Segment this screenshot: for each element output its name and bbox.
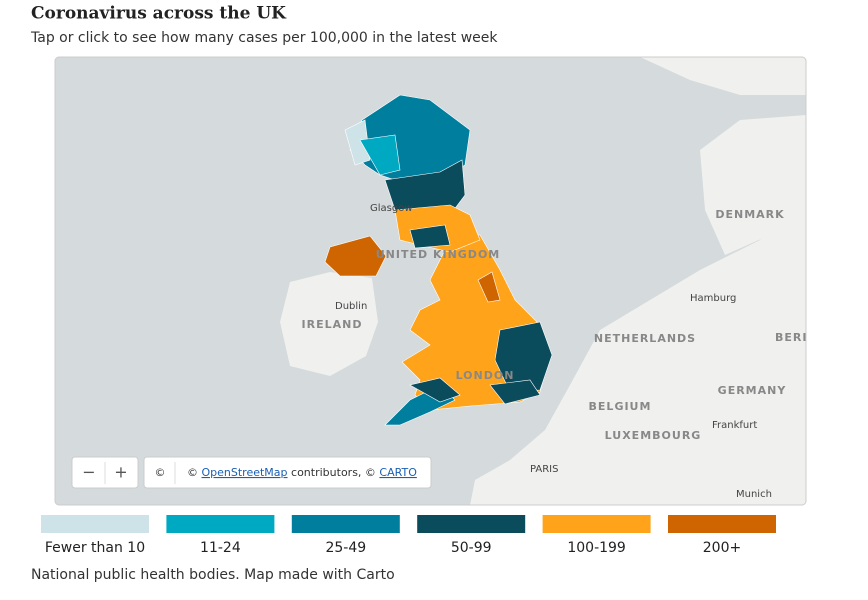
legend-swatch (41, 515, 149, 533)
zoom-out[interactable]: − (82, 463, 95, 482)
map-label: IRELAND (302, 318, 363, 331)
region[interactable] (489, 379, 541, 405)
legend-swatch (166, 515, 275, 533)
osm-link[interactable]: OpenStreetMap (202, 466, 288, 479)
map-label: UNITED KINGDOM (376, 248, 501, 261)
map-label: DENMARK (715, 208, 784, 221)
legend-label: 100-199 (567, 540, 626, 556)
map-label: BERLI (775, 331, 815, 344)
carto-link[interactable]: CARTO (379, 466, 417, 479)
info-button[interactable]: © (155, 466, 166, 479)
region[interactable] (409, 224, 451, 249)
attribution-part: © (187, 466, 198, 479)
title: Coronavirus across the UK (31, 4, 287, 24)
map-label: LONDON (456, 369, 515, 382)
region[interactable] (344, 119, 371, 166)
ireland (280, 272, 378, 376)
attribution-box (143, 456, 432, 489)
region[interactable] (477, 271, 501, 303)
legend-label: 200+ (703, 540, 741, 556)
map-label: Munich (736, 489, 772, 500)
subtitle: Tap or click to see how many cases per 1… (30, 30, 498, 46)
region[interactable] (409, 377, 461, 403)
legend-label: 11-24 (200, 540, 241, 556)
land (640, 57, 806, 95)
legend-label: 25-49 (325, 540, 366, 556)
legend-label: 50-99 (451, 540, 492, 556)
regions[interactable] (324, 94, 553, 426)
map-label: BELGIUM (589, 400, 652, 413)
legend-swatch (668, 515, 776, 533)
attribution: © OpenStreetMap contributors, © CARTO (187, 466, 417, 479)
legend: Fewer than 10 11-24 25-49 50-99 100-199 200+ (41, 515, 776, 556)
legend-label: Fewer than 10 (45, 540, 145, 556)
region[interactable] (324, 235, 387, 277)
land (700, 115, 806, 255)
map-label: NETHERLANDS (594, 332, 696, 345)
map-border (54, 56, 807, 506)
map-label: Hamburg (690, 293, 736, 304)
legend-swatch (417, 515, 526, 533)
map-label: GERMANY (718, 384, 787, 397)
map-label: PARIS (530, 464, 558, 475)
map-label: Glasgow (370, 203, 413, 214)
map-label: Frankfurt (712, 420, 757, 431)
attribution-part: contributors, © (291, 466, 376, 479)
zoom-in[interactable]: + (114, 463, 127, 482)
map-label: Dublin (335, 301, 367, 312)
region[interactable] (494, 321, 553, 393)
region[interactable] (359, 134, 401, 176)
land (470, 180, 806, 505)
map-label: LUXEMBOURG (605, 429, 702, 442)
footer: National public health bodies. Map made … (31, 567, 395, 583)
map[interactable]: Glasgow UNITED KINGDOM Dublin IRELAND LO… (54, 56, 815, 506)
legend-swatch (291, 515, 400, 533)
legend-swatch (542, 515, 651, 533)
